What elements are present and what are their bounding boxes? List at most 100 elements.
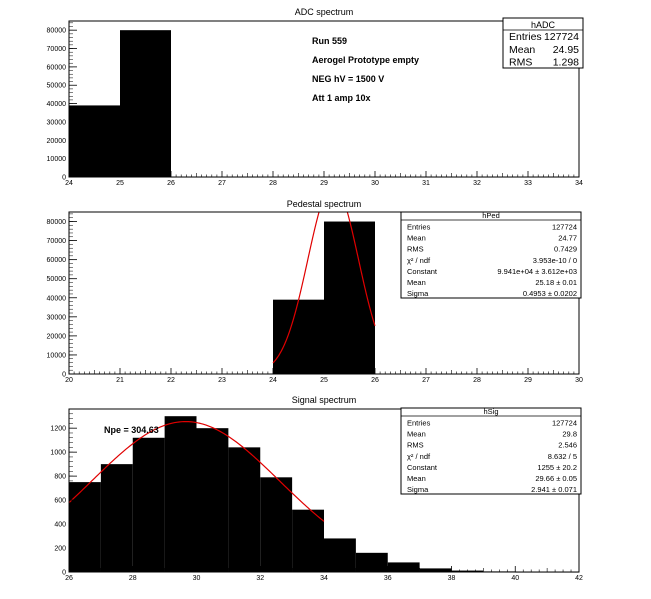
signal-histogram: [69, 416, 579, 573]
signal-stats-row-label: Constant: [407, 463, 438, 472]
signal-bin-0: [69, 482, 101, 572]
pedestal-histogram: [273, 221, 579, 375]
adc-spectrum-panel: ADC spectrum 24 25 26 27 28 29 30 31 32 33 34 0 1000…: [47, 7, 584, 187]
signal-bin-3: [164, 416, 197, 572]
adc-ytick-label: 80000: [47, 28, 67, 35]
pedestal-bin-0: [273, 299, 324, 374]
signal-ytick-label: 1200: [50, 426, 66, 433]
signal-bin-4: [196, 428, 229, 572]
pedestal-ytick-label: 60000: [47, 257, 67, 264]
signal-bin-5: [228, 447, 261, 572]
signal-bin-8: [324, 538, 356, 572]
adc-xtick-label: 34: [575, 180, 583, 187]
pedestal-xtick-label: 20: [65, 377, 73, 384]
adc-ytick-label: 20000: [47, 138, 67, 145]
pedestal-ytick-label: 20000: [47, 333, 67, 340]
pedestal-stats-row-value: 0.7429: [554, 245, 577, 254]
adc-stats-row-value: 127724: [544, 31, 579, 43]
signal-ytick-label: 0: [62, 570, 66, 577]
signal-title: Signal spectrum: [292, 395, 357, 405]
adc-att-label: Att 1 amp 10x: [312, 93, 371, 103]
pedestal-stats-row-label: Sigma: [407, 289, 429, 298]
pedestal-bin-1: [324, 221, 375, 374]
signal-bin-6: [260, 477, 293, 572]
pedestal-xtick-label: 24: [269, 377, 277, 384]
adc-ytick-label: 10000: [47, 156, 67, 163]
pedestal-xtick-label: 30: [575, 377, 583, 384]
signal-ytick-label: 800: [54, 474, 66, 481]
signal-stats-row-label: RMS: [407, 441, 424, 450]
adc-hv-label: NEG hV = 1500 V: [312, 74, 384, 84]
signal-bin-2: [132, 437, 165, 572]
adc-title: ADC spectrum: [295, 7, 354, 17]
pedestal-ytick-label: 70000: [47, 238, 67, 245]
signal-stats-row-value: 2.941 ± 0.071: [531, 485, 577, 494]
pedestal-spectrum-panel: Pedestal spectrum 20 21 22 23 24 25 26 27 28 29 30…: [47, 199, 583, 384]
pedestal-stats-row-label: Constant: [407, 267, 438, 276]
pedestal-gaussian-fit: [272, 212, 376, 364]
adc-stats-row-label: Entries: [509, 31, 542, 43]
pedestal-xtick-label: 23: [218, 377, 226, 384]
signal-stats-frame: [400, 407, 582, 495]
adc-xtick-label: 24: [65, 180, 73, 187]
pedestal-ytick-label: 40000: [47, 295, 67, 302]
adc-bin-0: [69, 105, 120, 177]
signal-xtick-label: 28: [129, 575, 137, 582]
signal-stats-row-label: Mean: [407, 429, 426, 438]
adc-xtick-label: 29: [320, 180, 328, 187]
signal-bin-10: [387, 562, 420, 572]
pedestal-xtick-label: 21: [116, 377, 124, 384]
pedestal-stats-row-label: RMS: [407, 245, 424, 254]
adc-run-label: Run 559: [312, 36, 347, 46]
adc-xtick-label: 33: [524, 180, 532, 187]
signal-stats-row-value: 29.8: [562, 429, 577, 438]
adc-ytick-label: 40000: [47, 101, 67, 108]
pedestal-xtick-label: 25: [320, 377, 328, 384]
signal-bin-9: [355, 552, 388, 572]
adc-stats-frame: [502, 17, 584, 69]
signal-bin-7: [292, 509, 324, 572]
adc-bin-1: [120, 30, 171, 178]
pedestal-stats-frame: [400, 211, 582, 299]
pedestal-title: Pedestal spectrum: [287, 199, 362, 209]
signal-stats-row-label: χ² / ndf: [407, 452, 431, 461]
pedestal-xtick-label: 22: [167, 377, 175, 384]
pedestal-stats-row-label: Mean: [407, 278, 426, 287]
adc-stats-row-value: 24.95: [553, 44, 579, 56]
signal-xtick-label: 38: [448, 575, 456, 582]
pedestal-ytick-label: 10000: [47, 352, 67, 359]
signal-ytick-label: 200: [54, 546, 66, 553]
pedestal-xtick-label: 29: [524, 377, 532, 384]
signal-ytick-label: 600: [54, 498, 66, 505]
signal-spectrum-panel: Signal spectrum 26 28 30 32 34 36 38 40 42 0 200 40…: [50, 395, 583, 582]
signal-stats-title: hSig: [483, 407, 498, 416]
adc-xtick-label: 28: [269, 180, 277, 187]
pedestal-stats-row-value: 0.4953 ± 0.0202: [523, 289, 577, 298]
signal-stats-row-label: Sigma: [407, 485, 429, 494]
pedestal-stats-row-label: χ² / ndf: [407, 256, 431, 265]
adc-stats-row-label: Mean: [509, 44, 535, 56]
pedestal-ytick-label: 80000: [47, 219, 67, 226]
pedestal-stats-row-value: 25.18 ± 0.01: [535, 278, 577, 287]
signal-ytick-label: 1000: [50, 450, 66, 457]
pedestal-xtick-label: 26: [371, 377, 379, 384]
pedestal-stats-box: hPed Entries 127724 Mean 24.77 RMS 0.7429 χ² / …: [400, 211, 582, 299]
signal-xtick-label: 30: [193, 575, 201, 582]
signal-gaussian-fit: [69, 420, 325, 522]
signal-xtick-label: 36: [384, 575, 392, 582]
pedestal-ytick-label: 50000: [47, 276, 67, 283]
adc-xtick-label: 27: [218, 180, 226, 187]
signal-stats-row-value: 29.66 ± 0.05: [535, 474, 577, 483]
signal-xtick-label: 34: [320, 575, 328, 582]
adc-xtick-label: 25: [116, 180, 124, 187]
adc-axes: 24 25 26 27 28 29 30 31 32 33 34 0 10000 20000 30000 40…: [47, 20, 583, 187]
signal-xtick-label: 26: [65, 575, 73, 582]
pedestal-ytick-label: 30000: [47, 314, 67, 321]
adc-stats-row-label: RMS: [509, 57, 532, 69]
signal-npe-label: Npe = 304.63: [104, 425, 159, 435]
adc-ytick-label: 50000: [47, 83, 67, 90]
adc-aerogel-label: Aerogel Prototype empty: [312, 55, 419, 65]
signal-stats-row-value: 127724: [552, 418, 577, 427]
